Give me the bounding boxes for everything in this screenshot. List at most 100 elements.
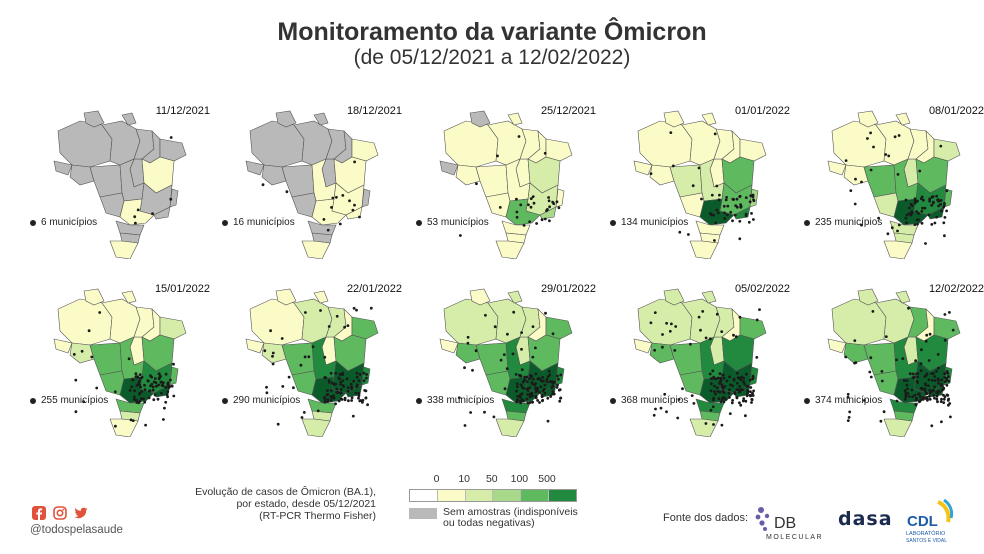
municipality-point [913, 393, 917, 397]
municipality-point [848, 410, 852, 414]
state-region [301, 240, 331, 259]
municipality-point [732, 198, 736, 201]
municipality-point [326, 389, 329, 392]
municipality-point [74, 378, 78, 382]
municipality-point [903, 389, 907, 393]
municipality-point [947, 375, 950, 378]
municipality-point [334, 371, 338, 375]
municipality-point [692, 402, 696, 405]
municipality-point [668, 329, 672, 333]
municipality-point [271, 362, 275, 366]
state-region [827, 338, 847, 354]
state-region [83, 288, 105, 306]
municipality-point [942, 401, 946, 404]
municipality-point [557, 206, 561, 210]
state-region [115, 220, 145, 236]
municipality-point [363, 389, 367, 392]
municipality-point [726, 213, 729, 217]
municipality-point [940, 420, 943, 424]
municipality-point [516, 398, 519, 402]
map-panel: 05/02/2022 368 municípios [610, 283, 796, 443]
municipality-point [746, 389, 749, 393]
municipality-point [555, 200, 559, 204]
municipality-point [895, 399, 899, 403]
municipality-point [747, 220, 751, 224]
municipality-point [326, 393, 330, 396]
municipality-point [924, 397, 928, 400]
municipality-point [739, 378, 743, 382]
municipality-point [335, 314, 339, 318]
municipality-point [742, 380, 745, 384]
municipality-point [531, 400, 534, 404]
state-region [883, 418, 913, 437]
state-region [109, 418, 139, 437]
municipality-point [143, 388, 147, 391]
municipality-point [534, 372, 538, 376]
municipality-point [535, 222, 538, 225]
municipality-point [916, 222, 919, 226]
municipality-point [946, 394, 950, 397]
state-region [701, 290, 717, 304]
municipality-point [709, 389, 713, 393]
municipality-point [369, 306, 373, 310]
municipality-point [530, 381, 534, 384]
municipality-point [529, 374, 532, 377]
municipality-point [543, 383, 547, 387]
dasa-logo: dasa [838, 508, 893, 530]
municipality-point [350, 399, 353, 402]
municipality-point [681, 387, 684, 391]
municipality-point [130, 385, 134, 389]
instagram-icon[interactable] [53, 506, 67, 520]
municipality-point [920, 209, 924, 213]
state-region [649, 164, 675, 186]
social-handle[interactable]: @todospelasaude [30, 524, 123, 536]
municipality-point [519, 203, 523, 207]
municipality-point [884, 335, 888, 338]
panel-date: 29/01/2022 [540, 283, 596, 295]
municipality-point [948, 311, 951, 314]
municipality-point [323, 355, 327, 359]
state-region [501, 220, 531, 236]
municipality-point [911, 376, 915, 379]
facebook-icon[interactable] [32, 506, 46, 520]
municipality-point [493, 325, 497, 329]
municipality-point [744, 212, 748, 216]
municipality-point [330, 206, 333, 209]
svg-text:MOLECULAR: MOLECULAR [766, 534, 823, 541]
municipality-point [669, 131, 673, 134]
municipality-point [520, 368, 524, 371]
municipality-point [153, 377, 157, 380]
municipality-point [738, 237, 742, 241]
municipality-point [708, 212, 712, 215]
municipality-point [300, 416, 304, 419]
state-region [119, 376, 155, 404]
panel-date: 18/12/2021 [346, 105, 402, 117]
municipality-point [292, 386, 295, 390]
map-panel: 29/01/2022 338 municípios [416, 283, 602, 443]
municipality-point [937, 389, 940, 393]
map-panel: 01/01/2022 134 municípios [610, 105, 796, 265]
municipality-point [653, 348, 656, 352]
municipality-point [520, 392, 524, 395]
municipality-point [133, 389, 136, 393]
state-region [109, 240, 139, 259]
municipality-point [746, 384, 750, 388]
map-panel: 25/12/2021 53 municípios [416, 105, 602, 265]
municipality-point [945, 371, 949, 374]
municipality-point [547, 196, 550, 199]
panel-municipality-count: 16 municípios [222, 217, 295, 228]
municipality-point [711, 369, 715, 373]
municipality-point [749, 394, 752, 398]
municipality-point [149, 384, 152, 388]
state-region [311, 198, 347, 226]
municipality-point [335, 391, 339, 394]
municipality-point [265, 391, 269, 395]
municipality-point [939, 400, 943, 403]
state-region [507, 112, 523, 126]
municipality-point [498, 206, 502, 209]
municipality-point [933, 396, 936, 400]
municipality-point [358, 373, 362, 376]
count-label: 134 municípios [621, 217, 689, 228]
twitter-icon[interactable] [74, 506, 88, 520]
municipality-point [329, 371, 333, 375]
